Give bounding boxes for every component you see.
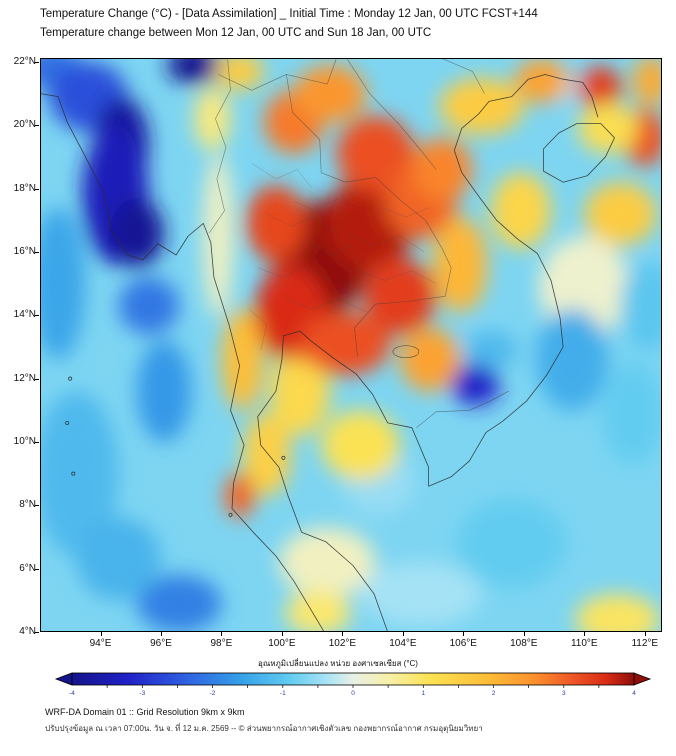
y-tick-label: 22°N xyxy=(13,55,36,67)
y-tick-label: 8°N xyxy=(19,499,36,511)
x-tick-label: 110°E xyxy=(570,638,598,649)
x-tick-label: 112°E xyxy=(631,638,659,649)
colorbar xyxy=(54,672,652,688)
y-tick-mark xyxy=(35,125,39,127)
x-tick-mark xyxy=(584,632,586,636)
y-tick-label: 10°N xyxy=(13,435,36,447)
footer-model-info: WRF-DA Domain 01 :: Grid Resolution 9km … xyxy=(45,707,245,717)
x-tick-label: 104°E xyxy=(389,638,417,649)
x-tick-label: 98°E xyxy=(210,638,233,649)
y-tick-label: 18°N xyxy=(13,182,36,194)
colorbar-tick-label: 0 xyxy=(351,690,355,697)
x-tick-mark xyxy=(161,632,162,636)
y-tick-mark xyxy=(35,505,39,507)
x-tick-label: 94°E xyxy=(89,638,112,649)
colorbar-tick-label: 4 xyxy=(632,690,636,697)
y-tick-label: 16°N xyxy=(13,245,36,257)
y-tick-mark xyxy=(35,568,39,570)
colorbar-tick-label: -2 xyxy=(209,690,216,697)
page-subtitle: Temperature change between Mon 12 Jan, 0… xyxy=(40,27,432,39)
y-tick-label: 12°N xyxy=(13,372,36,384)
colorbar-tick-label: -4 xyxy=(69,690,75,697)
y-tick-label: 4°N xyxy=(19,626,36,637)
x-tick-mark xyxy=(342,632,344,636)
y-tick-mark xyxy=(35,378,39,380)
y-tick-mark xyxy=(35,315,39,317)
y-tick-mark xyxy=(35,632,39,633)
x-tick-label: 106°E xyxy=(449,638,477,649)
page-title: Temperature Change (°C) - [Data Assimila… xyxy=(40,8,538,20)
x-tick-mark xyxy=(463,632,465,636)
colorbar-tick-label: -1 xyxy=(279,690,286,697)
x-tick-label: 100°E xyxy=(268,638,296,649)
x-tick-mark xyxy=(402,632,404,636)
y-tick-label: 14°N xyxy=(13,309,36,321)
x-tick-mark xyxy=(100,632,102,636)
colorbar-tick-label: 2 xyxy=(491,690,496,697)
y-tick-label: 20°N xyxy=(13,119,36,131)
x-tick-label: 96°E xyxy=(150,638,172,649)
footer-update-info: ปรับปรุงข้อมูล ณ เวลา 07:00น. วัน จ. ที่… xyxy=(45,724,483,733)
x-tick-mark xyxy=(281,632,283,636)
colorbar-tick-label: 3 xyxy=(561,690,566,697)
x-tick-label: 108°E xyxy=(510,638,538,649)
temperature-change-map xyxy=(40,58,662,632)
colorbar-tick-label: 1 xyxy=(421,690,426,697)
y-tick-mark xyxy=(35,441,39,443)
x-tick-label: 102°E xyxy=(328,638,357,649)
colorbar-label: อุณหภูมิเปลี่ยนแปลง หน่วย องศาเซลเซียส (… xyxy=(258,659,418,668)
y-tick-mark xyxy=(35,61,39,63)
y-tick-mark xyxy=(35,188,39,190)
colorbar-tick-label: -3 xyxy=(139,690,146,697)
y-tick-label: 6°N xyxy=(19,562,36,574)
x-tick-mark xyxy=(523,632,525,636)
x-tick-mark xyxy=(644,632,646,636)
x-tick-mark xyxy=(221,632,223,636)
y-tick-mark xyxy=(35,251,39,253)
